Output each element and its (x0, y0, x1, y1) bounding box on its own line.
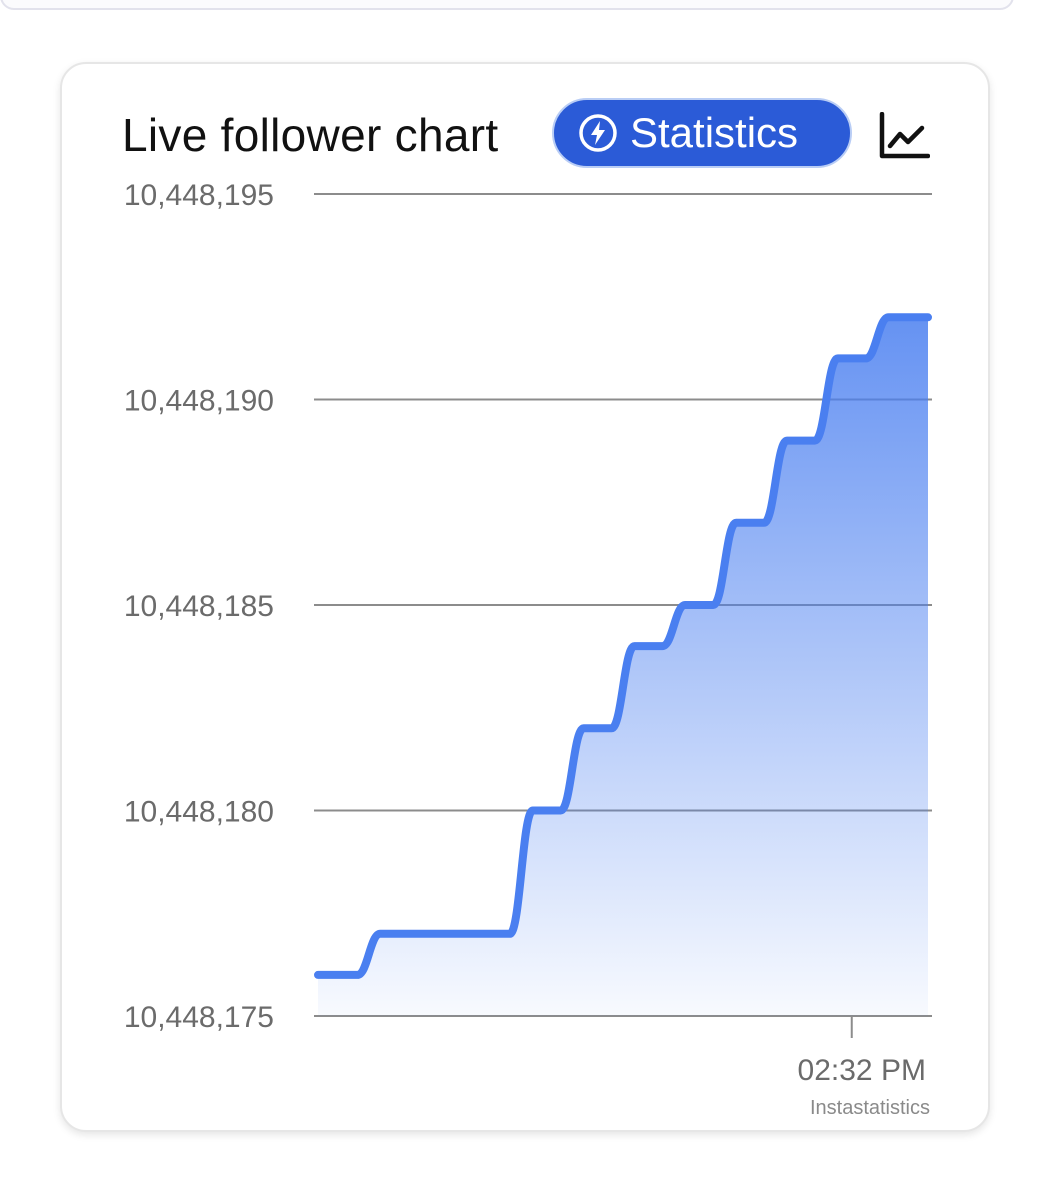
x-tick-label: 02:32 PM (798, 1054, 926, 1087)
card-title: Live follower chart (122, 109, 499, 161)
series-line (314, 313, 932, 979)
statistics-button[interactable]: Statistics (552, 98, 852, 168)
y-tick-label: 10,448,185 (124, 590, 274, 623)
y-tick-label: 10,448,195 (124, 179, 274, 212)
lightning-bolt-icon (579, 114, 617, 152)
chart-credit: Instastatistics (810, 1097, 930, 1119)
line-chart-icon[interactable] (878, 112, 930, 160)
previous-card-edge (0, 0, 1014, 10)
y-tick-label: 10,448,175 (124, 1001, 274, 1034)
live-follower-card: Live follower chart Statistics 10,448,17… (60, 62, 990, 1132)
follower-chart: 10,448,175 10,448,180 10,448,185 10,448,190… (124, 179, 932, 1119)
y-tick-label: 10,448,190 (124, 385, 274, 418)
y-tick-label: 10,448,180 (124, 796, 274, 829)
statistics-button-label: Statistics (630, 109, 799, 156)
